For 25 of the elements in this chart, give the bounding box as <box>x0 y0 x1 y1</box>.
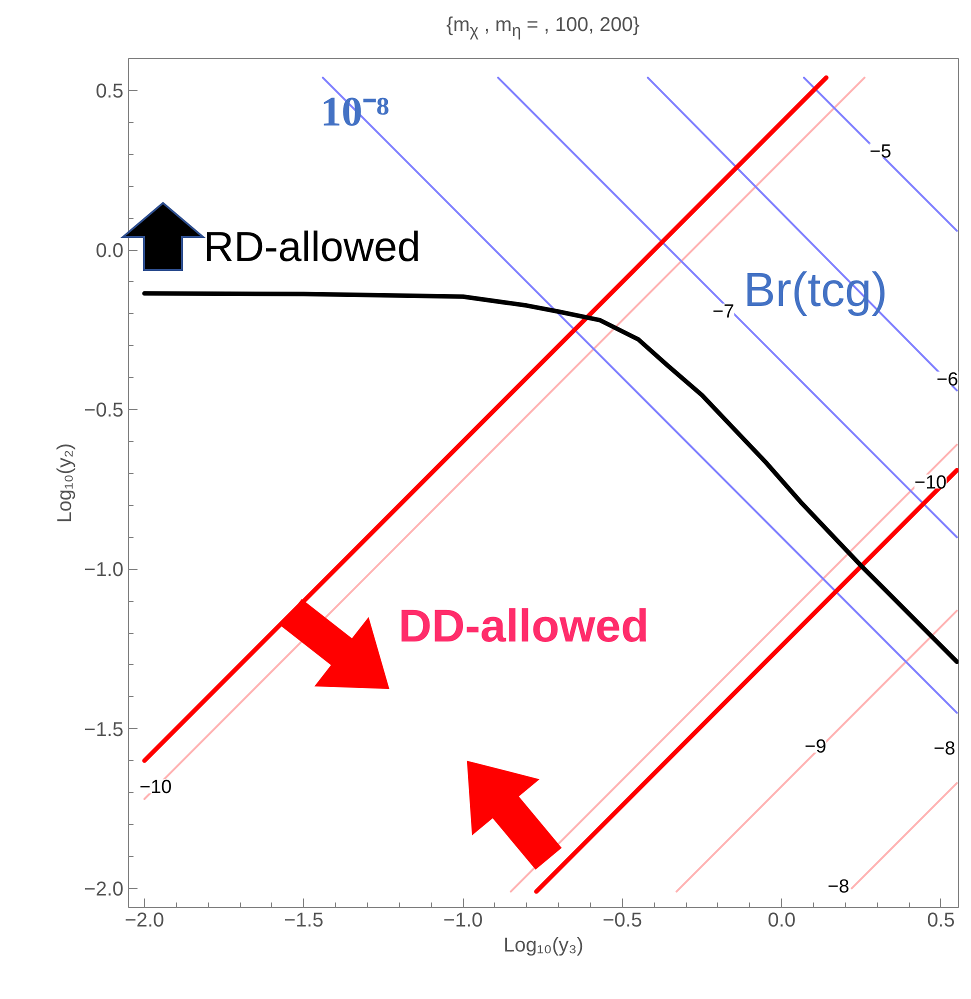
annotation: −10 <box>914 472 947 494</box>
annotation: −5 <box>870 141 892 162</box>
y-tick-label: −2.0 <box>84 878 124 900</box>
y-tick-label: −1.0 <box>84 559 124 582</box>
y-tick-label: −0.5 <box>84 400 124 422</box>
annotation: −7 <box>712 302 734 323</box>
x-tick-label: −0.5 <box>602 910 642 932</box>
y-tick-label: 0.0 <box>96 240 124 262</box>
annotation: −8 <box>934 738 956 760</box>
y-tick-label: −1.5 <box>84 718 124 741</box>
annotation: −8 <box>828 876 850 898</box>
annotation: −9 <box>804 736 826 758</box>
x-tick-label: −1.5 <box>284 910 324 932</box>
chart-title: {m$_{χ}$ , m$_{η}$ = , 100, 200} <box>445 14 641 41</box>
x-tick-label: −1.0 <box>443 910 483 932</box>
annotation: −6 <box>936 370 958 391</box>
x-axis-title: Log₁₀(y₃) <box>504 934 584 956</box>
annotation: DD-allowed <box>398 600 649 652</box>
x-tick-label: 0.0 <box>768 910 796 932</box>
y-axis-title: Log₁₀(y₂) <box>54 443 76 523</box>
x-tick-label: −2.0 <box>124 910 164 932</box>
x-tick-label: 0.5 <box>927 910 955 932</box>
annotation: −10 <box>139 777 172 798</box>
y-tick-label: 0.5 <box>96 80 124 102</box>
annotation: RD-allowed <box>204 223 421 270</box>
